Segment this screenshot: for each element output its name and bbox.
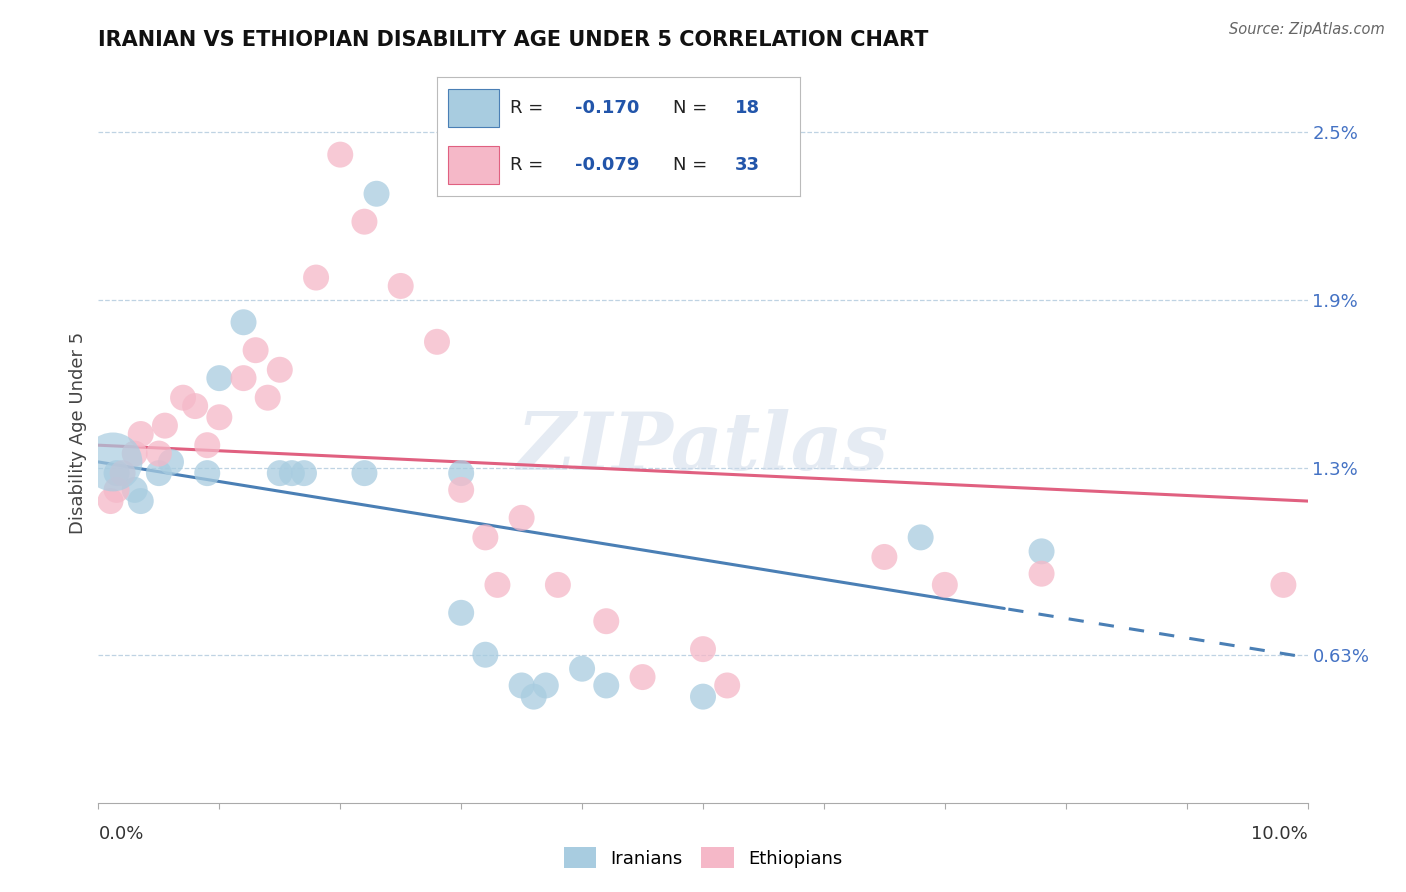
Point xyxy=(692,690,714,704)
Point xyxy=(208,410,231,425)
Point xyxy=(353,466,375,480)
Point xyxy=(148,446,170,460)
Point xyxy=(1031,544,1053,558)
Point xyxy=(160,455,183,469)
Point xyxy=(510,511,533,525)
Point xyxy=(692,642,714,657)
Point xyxy=(101,455,124,469)
Point xyxy=(1031,566,1053,581)
Point xyxy=(329,147,352,161)
Point xyxy=(523,690,546,704)
Point xyxy=(129,494,152,508)
Point xyxy=(153,418,176,433)
Point xyxy=(245,343,267,358)
Y-axis label: Disability Age Under 5: Disability Age Under 5 xyxy=(69,332,87,533)
Point xyxy=(474,648,496,662)
Point xyxy=(450,466,472,480)
Point xyxy=(389,279,412,293)
Point xyxy=(208,371,231,385)
Text: 10.0%: 10.0% xyxy=(1251,825,1308,843)
Point xyxy=(100,494,122,508)
Point xyxy=(195,466,218,480)
Point xyxy=(124,483,146,497)
Text: ZIPatlas: ZIPatlas xyxy=(517,409,889,486)
Point xyxy=(281,466,304,480)
Point xyxy=(595,614,617,628)
Point xyxy=(105,483,128,497)
Point xyxy=(105,466,128,480)
Point xyxy=(486,578,509,592)
Point xyxy=(129,427,152,442)
Point xyxy=(269,466,291,480)
Point xyxy=(571,662,593,676)
Point xyxy=(366,186,388,201)
Point xyxy=(124,446,146,460)
Point xyxy=(184,399,207,413)
Point xyxy=(111,466,134,480)
Point xyxy=(232,371,254,385)
Point xyxy=(172,391,194,405)
Point xyxy=(232,315,254,329)
Point xyxy=(474,530,496,544)
Point xyxy=(534,678,557,692)
Point xyxy=(547,578,569,592)
Point xyxy=(305,270,328,285)
Text: 0.0%: 0.0% xyxy=(98,825,143,843)
Point xyxy=(1272,578,1295,592)
Point xyxy=(910,530,932,544)
Point xyxy=(450,606,472,620)
Point xyxy=(256,391,278,405)
Point xyxy=(716,678,738,692)
Point xyxy=(934,578,956,592)
Point xyxy=(873,549,896,564)
Point xyxy=(269,363,291,377)
Text: Source: ZipAtlas.com: Source: ZipAtlas.com xyxy=(1229,22,1385,37)
Legend: Iranians, Ethiopians: Iranians, Ethiopians xyxy=(557,840,849,875)
Point xyxy=(353,215,375,229)
Point xyxy=(510,678,533,692)
Point xyxy=(595,678,617,692)
Point xyxy=(631,670,654,684)
Point xyxy=(292,466,315,480)
Point xyxy=(195,438,218,452)
Point xyxy=(450,483,472,497)
Point xyxy=(148,466,170,480)
Text: IRANIAN VS ETHIOPIAN DISABILITY AGE UNDER 5 CORRELATION CHART: IRANIAN VS ETHIOPIAN DISABILITY AGE UNDE… xyxy=(98,29,929,50)
Point xyxy=(426,334,449,349)
